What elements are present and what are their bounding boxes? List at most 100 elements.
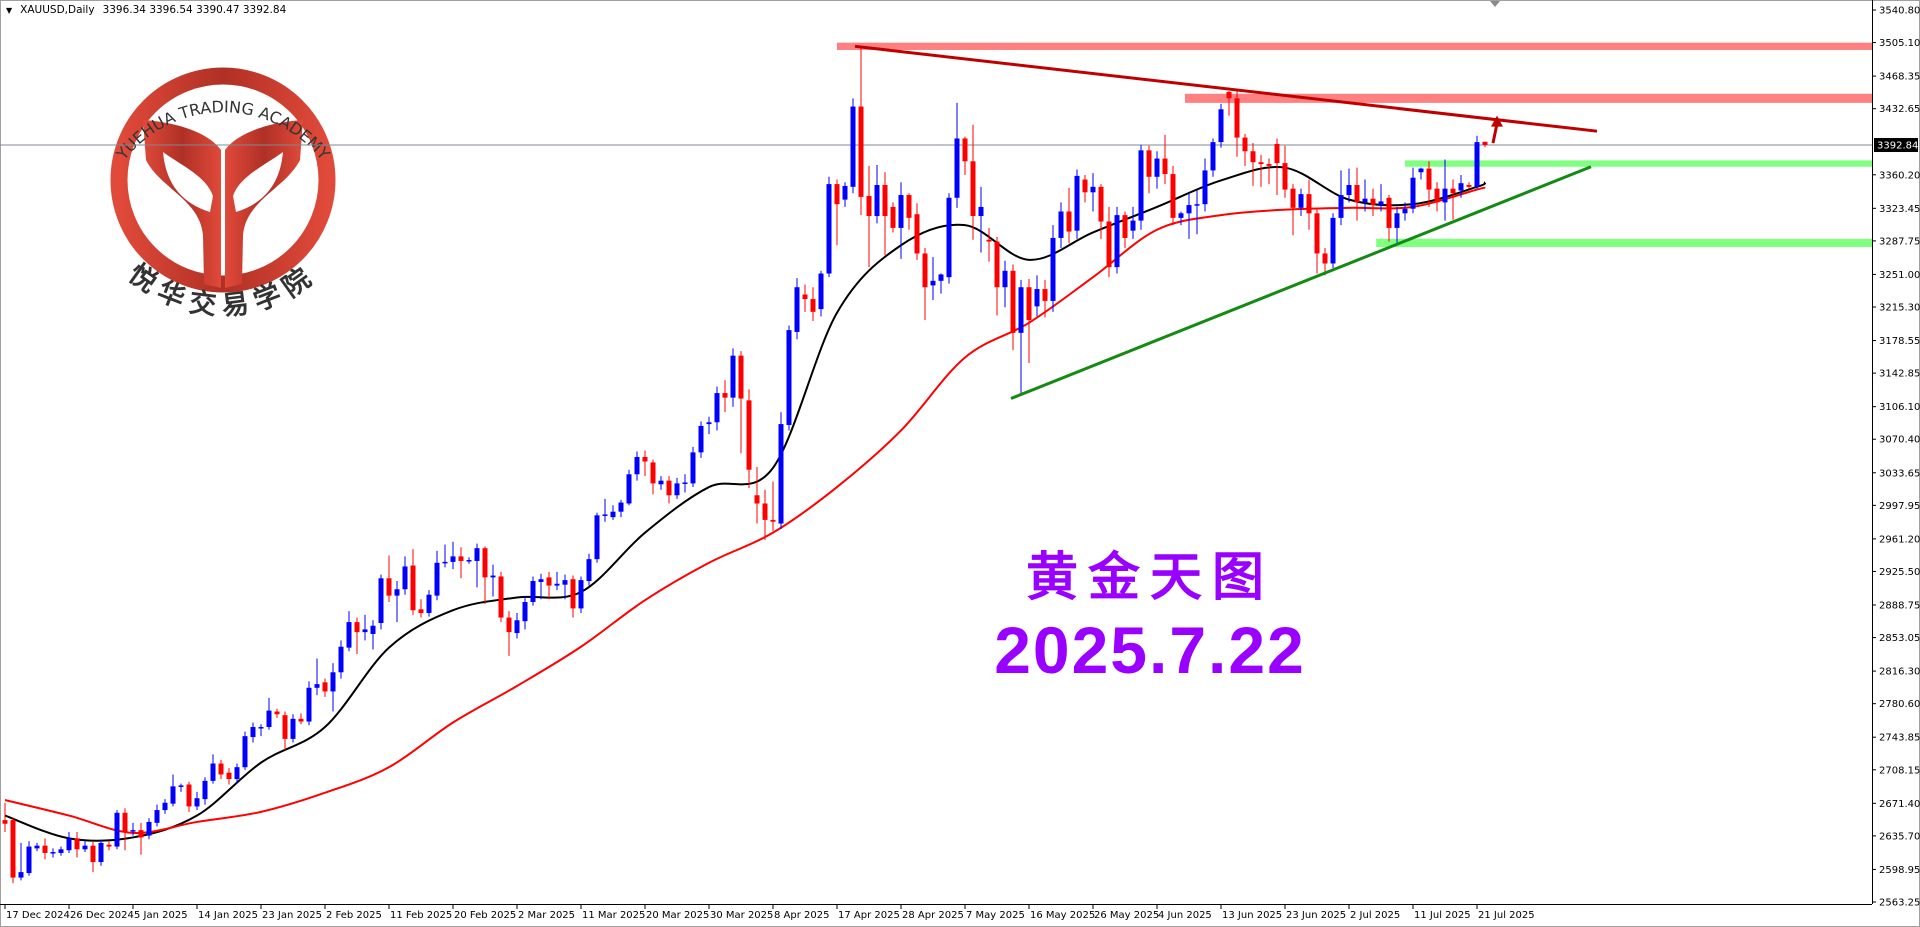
candle-body <box>802 294 808 300</box>
candle-body <box>1202 170 1208 205</box>
candle-body <box>674 483 680 496</box>
candle-body <box>162 802 168 811</box>
candle-body <box>650 462 656 484</box>
candle <box>850 98 856 194</box>
price-axis-label: 2563.25 <box>1879 898 1920 909</box>
price-axis-label: 2671.40 <box>1879 799 1920 810</box>
candle-body <box>1050 237 1056 301</box>
candle <box>1386 195 1392 242</box>
candle <box>1418 167 1424 180</box>
candle <box>1266 158 1272 185</box>
candle <box>1282 145 1288 198</box>
moving-average-fast <box>4 166 1487 842</box>
candle <box>666 476 672 504</box>
candle-body <box>762 503 768 520</box>
candle <box>570 575 576 618</box>
symbol-timeframe: XAUUSD,Daily <box>20 4 95 16</box>
candle <box>818 270 824 317</box>
candle-body <box>210 763 216 781</box>
time-axis-label: 8 Apr 2025 <box>774 910 829 921</box>
candle <box>274 708 280 718</box>
candle <box>610 505 616 520</box>
candle-body <box>786 330 792 425</box>
price-axis-label: 3360.20 <box>1879 170 1920 181</box>
overlay-date: 2025.7.22 <box>994 613 1306 687</box>
time-axis-label: 26 Dec 2024 <box>70 910 134 921</box>
price-axis-label: 3323.45 <box>1879 204 1920 215</box>
candle <box>634 451 640 481</box>
breakout-arrow-shaft <box>1491 123 1499 144</box>
candle <box>194 791 200 811</box>
candle-body <box>42 845 48 853</box>
candle <box>98 840 104 866</box>
candle-body <box>306 687 312 722</box>
candle-body <box>58 849 64 853</box>
candle-body <box>1082 179 1088 193</box>
candle-body <box>218 763 224 775</box>
candle-body <box>690 452 696 484</box>
candle <box>738 351 744 454</box>
dropdown-triangle-icon[interactable]: ▼ <box>6 5 13 15</box>
candle <box>682 474 688 493</box>
candle-body <box>266 710 272 728</box>
candle-body <box>1122 215 1128 238</box>
candle <box>1450 179 1456 220</box>
candle <box>1106 206 1112 278</box>
candle <box>1042 279 1048 318</box>
candle-body <box>1058 211 1064 238</box>
price-axis-label: 3251.00 <box>1879 270 1920 281</box>
candle <box>946 193 952 284</box>
candle <box>1362 179 1368 212</box>
candle-body <box>594 515 600 560</box>
candle <box>58 846 64 856</box>
candle <box>1314 209 1320 274</box>
candle-body <box>370 625 376 634</box>
candle-body <box>50 852 56 854</box>
candle-body <box>274 711 280 715</box>
candle-body <box>2 820 8 824</box>
time-axis-label: 23 Jun 2025 <box>1286 910 1346 921</box>
candle <box>698 421 704 458</box>
candle-body <box>250 727 256 738</box>
candle <box>762 489 768 540</box>
candle-body <box>394 589 400 596</box>
candle <box>842 182 848 207</box>
candle-body <box>154 810 160 823</box>
candle-body <box>346 622 352 648</box>
candle <box>522 596 528 630</box>
candle <box>578 576 584 613</box>
candle <box>146 818 152 840</box>
candle <box>890 202 896 233</box>
candle-body <box>962 138 968 162</box>
price-axis-label: 3142.85 <box>1879 369 1920 380</box>
candle <box>298 713 304 725</box>
candle <box>1306 179 1312 230</box>
candle-body <box>338 646 344 673</box>
candle <box>602 498 608 522</box>
candle-body <box>1218 109 1224 143</box>
candle-body <box>970 161 976 217</box>
candle <box>186 781 192 812</box>
price-axis-label: 2853.05 <box>1879 633 1920 644</box>
candle-body <box>538 579 544 582</box>
breakout-arrow-icon <box>1491 115 1503 127</box>
candle <box>290 714 296 743</box>
candle-body <box>1074 175 1080 231</box>
candle <box>898 182 904 259</box>
candle-body <box>722 393 728 398</box>
candle-body <box>98 842 104 863</box>
candle-body <box>426 594 432 613</box>
candle-body <box>698 425 704 453</box>
candle-body <box>1466 185 1472 187</box>
candle-body <box>546 577 552 586</box>
candle-body <box>994 241 1000 288</box>
price-axis-label: 2888.75 <box>1879 600 1920 611</box>
candle-body <box>1482 141 1488 146</box>
candle <box>506 611 512 656</box>
candle-body <box>746 400 752 470</box>
candle <box>810 287 816 321</box>
candle <box>730 348 736 407</box>
candle <box>370 620 376 650</box>
candle <box>882 172 888 256</box>
